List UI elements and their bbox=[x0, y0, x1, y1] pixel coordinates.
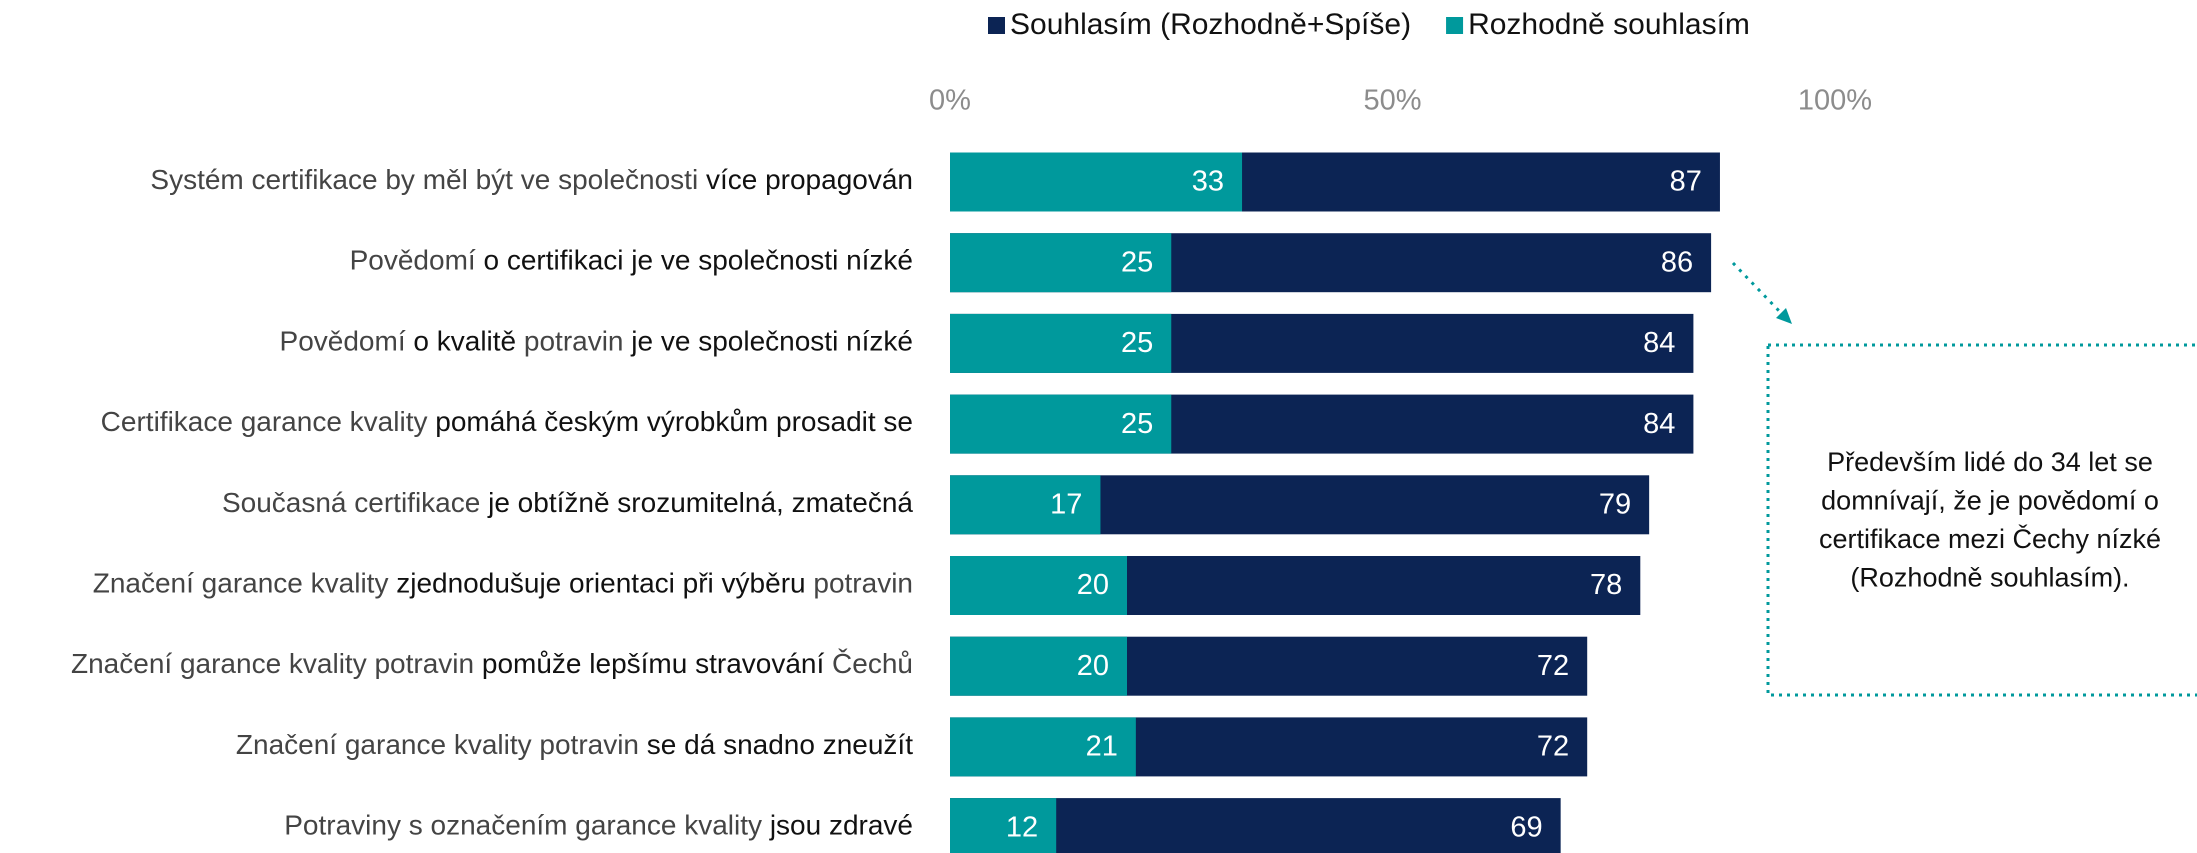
category-part: Systém certifikace by měl být ve společn… bbox=[150, 164, 706, 195]
value-label: 87 bbox=[1670, 166, 1702, 198]
category-label: Systém certifikace by měl být ve společn… bbox=[150, 164, 913, 195]
value-label: 84 bbox=[1643, 327, 1675, 359]
category-part: je obtížně srozumitelná, zmatečná bbox=[487, 487, 913, 518]
category-part: více propagován bbox=[706, 164, 913, 195]
category-part: jsou zdravé bbox=[769, 810, 913, 841]
category-label: Značení garance kvality potravin pomůže … bbox=[71, 649, 913, 680]
bar bbox=[950, 475, 1101, 535]
category-part: Povědomí bbox=[350, 245, 484, 276]
value-label: 12 bbox=[1006, 811, 1038, 843]
category-part: Značení garance kvality potravin bbox=[71, 649, 482, 680]
category-label: Povědomí o kvalitě potravin je ve společ… bbox=[280, 326, 913, 357]
category-part: Potraviny s označením garance kvality bbox=[284, 810, 770, 841]
value-label: 25 bbox=[1121, 408, 1153, 440]
value-label: 72 bbox=[1537, 650, 1569, 682]
category-part: potravin bbox=[806, 568, 913, 599]
bar bbox=[950, 556, 1127, 615]
category-part: Čechů bbox=[824, 649, 913, 680]
value-label: 21 bbox=[1086, 731, 1118, 763]
category-label: Povědomí o certifikaci je ve společnosti… bbox=[350, 245, 913, 276]
bar bbox=[950, 394, 1172, 454]
category-part: Značení garance kvality potravin bbox=[236, 729, 647, 760]
annotation-text: domnívají, že je povědomí o bbox=[1821, 486, 2159, 516]
category-part: zjednodušuje orientaci při výběru bbox=[396, 568, 805, 599]
value-label: 20 bbox=[1077, 650, 1109, 682]
category-label: Potraviny s označením garance kvality js… bbox=[284, 810, 913, 841]
annotation-text: certifikace mezi Čechy nízké bbox=[1819, 523, 2161, 554]
value-label: 25 bbox=[1121, 327, 1153, 359]
bar bbox=[950, 233, 1172, 293]
category-label: Značení garance kvality potravin se dá s… bbox=[236, 729, 913, 760]
value-label: 78 bbox=[1590, 569, 1622, 601]
value-label: 20 bbox=[1077, 569, 1109, 601]
category-label: Certifikace garance kvality pomáhá český… bbox=[101, 406, 913, 437]
arrow-head bbox=[1776, 308, 1792, 324]
category-part: pomůže lepšímu stravování bbox=[482, 649, 825, 680]
category-part: o kvalitě bbox=[413, 326, 516, 357]
value-label: 72 bbox=[1537, 731, 1569, 763]
bar bbox=[950, 717, 1136, 777]
value-label: 33 bbox=[1192, 166, 1224, 198]
category-part: Současná certifikace bbox=[222, 487, 488, 518]
bar bbox=[950, 313, 1172, 373]
value-label: 84 bbox=[1643, 408, 1675, 440]
legend-label: Souhlasím (Rozhodně+Spíše) bbox=[1010, 8, 1411, 41]
value-label: 86 bbox=[1661, 246, 1693, 278]
category-label: Značení garance kvality zjednodušuje ori… bbox=[93, 568, 913, 599]
category-part: o certifikaci je ve společnosti nízké bbox=[483, 245, 913, 276]
value-label: 17 bbox=[1050, 488, 1082, 520]
bar bbox=[950, 636, 1127, 696]
value-label: 79 bbox=[1599, 488, 1631, 520]
x-tick-label: 100% bbox=[1798, 85, 1872, 117]
value-label: 25 bbox=[1121, 246, 1153, 278]
bar bbox=[950, 798, 1057, 853]
category-part: Značení garance kvality bbox=[93, 568, 397, 599]
value-label: 69 bbox=[1510, 811, 1542, 843]
legend-label: Rozhodně souhlasím bbox=[1468, 8, 1750, 41]
annotation-box bbox=[1766, 343, 2197, 697]
category-part: je ve společnosti nízké bbox=[630, 326, 913, 357]
category-part: potravin bbox=[516, 326, 631, 357]
bar bbox=[950, 152, 1243, 212]
legend-swatch bbox=[988, 17, 1005, 34]
category-part: se dá snadno zneužít bbox=[647, 729, 913, 760]
annotation-arrow bbox=[1731, 261, 1784, 316]
category-part: Certifikace garance kvality bbox=[101, 406, 436, 437]
annotation-text: Především lidé do 34 let se bbox=[1827, 447, 2153, 477]
x-tick-label: 0% bbox=[929, 85, 971, 117]
x-tick-label: 50% bbox=[1363, 85, 1421, 117]
category-part: Povědomí bbox=[280, 326, 414, 357]
legend-swatch bbox=[1446, 17, 1464, 34]
category-label: Současná certifikace je obtížně srozumit… bbox=[222, 487, 913, 518]
annotation-text: (Rozhodně souhlasím). bbox=[1850, 563, 2129, 593]
category-part: pomáhá českým výrobkům prosadit se bbox=[435, 406, 913, 437]
